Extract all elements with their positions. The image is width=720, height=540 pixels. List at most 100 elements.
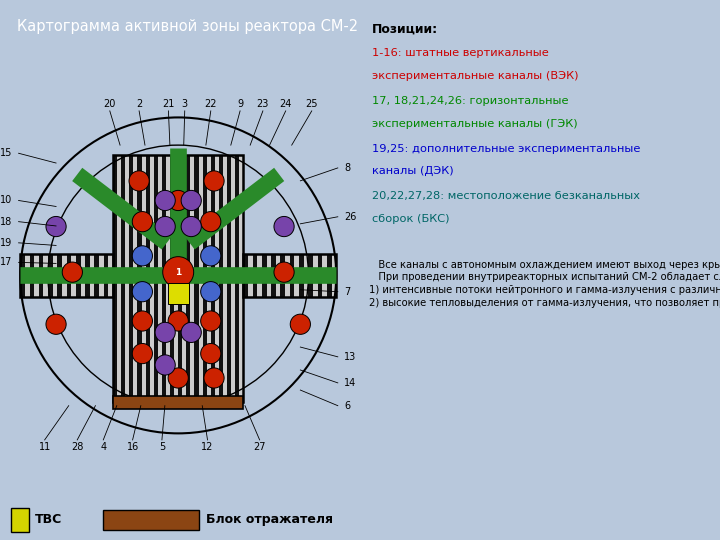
Bar xyxy=(194,155,199,402)
Text: 20,22,27,28: местоположение безканальных: 20,22,27,28: местоположение безканальных xyxy=(372,191,640,201)
Text: 19,25: дополнительные экспериментальные: 19,25: дополнительные экспериментальные xyxy=(372,144,641,153)
Bar xyxy=(158,155,162,402)
Bar xyxy=(253,254,257,296)
Bar xyxy=(239,155,243,402)
Bar xyxy=(166,155,170,402)
Circle shape xyxy=(155,355,175,375)
Circle shape xyxy=(132,246,153,266)
Bar xyxy=(227,155,231,402)
Text: 27: 27 xyxy=(253,442,266,451)
Bar xyxy=(219,155,223,402)
Text: 20: 20 xyxy=(104,99,116,109)
Bar xyxy=(58,254,62,296)
Circle shape xyxy=(129,171,149,191)
Circle shape xyxy=(132,212,153,232)
Text: сборок (БКС): сборок (БКС) xyxy=(372,214,449,224)
Circle shape xyxy=(155,191,175,211)
Bar xyxy=(257,254,262,296)
Text: 28: 28 xyxy=(71,442,84,451)
Bar xyxy=(34,254,39,296)
Text: Все каналы с автономным охлаждением имеют выход через крышку реактора в реакторн: Все каналы с автономным охлаждением имею… xyxy=(369,260,720,308)
Bar xyxy=(113,155,243,402)
Bar xyxy=(154,155,158,402)
Bar xyxy=(266,254,271,296)
Bar xyxy=(168,283,189,304)
Bar xyxy=(318,254,323,296)
Bar xyxy=(109,254,113,296)
Bar xyxy=(313,254,318,296)
Circle shape xyxy=(201,212,221,232)
Text: 23: 23 xyxy=(257,99,269,109)
Text: Позиции:: Позиции: xyxy=(372,22,438,35)
Circle shape xyxy=(204,368,224,388)
Text: 10: 10 xyxy=(0,195,12,206)
Circle shape xyxy=(201,281,221,302)
Text: 22: 22 xyxy=(204,99,217,109)
Text: 26: 26 xyxy=(344,212,356,222)
Bar xyxy=(62,254,67,296)
Bar xyxy=(211,155,215,402)
Bar xyxy=(103,510,199,530)
Bar xyxy=(223,155,227,402)
Text: 15: 15 xyxy=(0,148,12,158)
Text: 1-16: штатные вертикальные: 1-16: штатные вертикальные xyxy=(372,49,549,58)
Bar xyxy=(145,155,150,402)
Circle shape xyxy=(168,311,189,331)
Circle shape xyxy=(46,217,66,237)
Bar xyxy=(276,254,281,296)
Text: 6: 6 xyxy=(344,401,351,411)
Circle shape xyxy=(290,314,310,334)
Bar xyxy=(248,254,253,296)
Bar xyxy=(11,508,30,532)
Bar xyxy=(142,155,145,402)
Bar xyxy=(299,254,304,296)
Text: 17: 17 xyxy=(0,258,12,267)
Bar xyxy=(294,254,299,296)
Text: каналы (ДЭК): каналы (ДЭК) xyxy=(372,166,454,176)
Bar xyxy=(170,155,174,402)
Circle shape xyxy=(204,171,224,191)
Bar xyxy=(20,254,113,296)
Text: 21: 21 xyxy=(162,99,175,109)
Bar xyxy=(271,254,276,296)
Bar xyxy=(262,254,266,296)
Circle shape xyxy=(181,217,202,237)
Bar xyxy=(235,155,239,402)
Circle shape xyxy=(132,343,153,363)
Bar xyxy=(53,254,58,296)
Bar xyxy=(285,254,289,296)
Text: 9: 9 xyxy=(237,99,243,109)
Text: Картограмма активной зоны реактора СМ-2: Картограмма активной зоны реактора СМ-2 xyxy=(17,19,359,34)
Bar xyxy=(99,254,104,296)
Bar xyxy=(179,155,182,402)
Circle shape xyxy=(201,343,221,363)
Text: 13: 13 xyxy=(344,352,356,362)
Circle shape xyxy=(181,322,202,342)
Bar xyxy=(113,155,117,402)
Bar xyxy=(327,254,331,296)
Bar xyxy=(162,155,166,402)
Bar xyxy=(138,155,142,402)
Text: 19: 19 xyxy=(0,238,12,248)
Bar xyxy=(117,155,121,402)
Text: 25: 25 xyxy=(305,99,318,109)
Text: 24: 24 xyxy=(279,99,292,109)
Circle shape xyxy=(274,217,294,237)
Bar xyxy=(199,155,202,402)
Bar xyxy=(190,155,194,402)
Bar xyxy=(104,254,109,296)
Bar xyxy=(150,155,154,402)
Text: 18: 18 xyxy=(0,217,12,227)
Bar xyxy=(81,254,85,296)
Text: 11: 11 xyxy=(39,442,51,451)
Text: ТВС: ТВС xyxy=(35,513,62,526)
Circle shape xyxy=(132,311,153,331)
Bar xyxy=(186,155,190,402)
Bar xyxy=(133,155,138,402)
Text: 17, 18,21,24,26: горизонтальные: 17, 18,21,24,26: горизонтальные xyxy=(372,96,569,106)
Text: экспериментальные каналы (ГЭК): экспериментальные каналы (ГЭК) xyxy=(372,119,577,129)
Circle shape xyxy=(46,314,66,334)
Circle shape xyxy=(168,191,189,211)
Bar xyxy=(323,254,327,296)
Bar xyxy=(25,254,30,296)
